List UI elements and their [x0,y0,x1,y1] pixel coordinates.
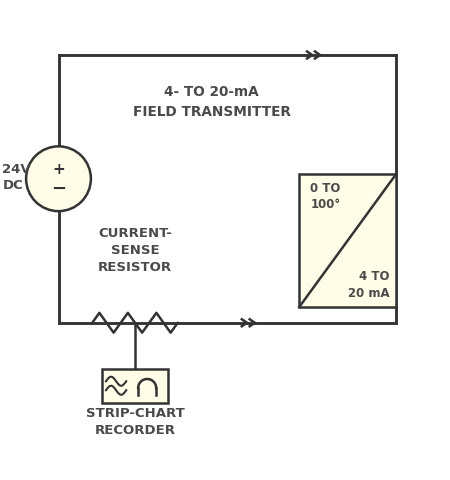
Text: STRIP-CHART
RECORDER: STRIP-CHART RECORDER [86,407,184,436]
Bar [299,175,396,307]
Text: 4 TO
20 mA: 4 TO 20 mA [347,270,389,299]
Bar [102,369,167,403]
Text: +: + [52,162,65,177]
Circle shape [26,147,91,212]
Text: −: − [51,180,66,197]
Text: 0 TO
100°: 0 TO 100° [310,181,341,211]
Bar [58,56,396,323]
Text: 4- TO 20-mA
FIELD TRANSMITTER: 4- TO 20-mA FIELD TRANSMITTER [133,85,290,119]
Text: CURRENT-
SENSE
RESISTOR: CURRENT- SENSE RESISTOR [98,227,172,274]
Text: 24V
DC: 24V DC [2,163,31,192]
